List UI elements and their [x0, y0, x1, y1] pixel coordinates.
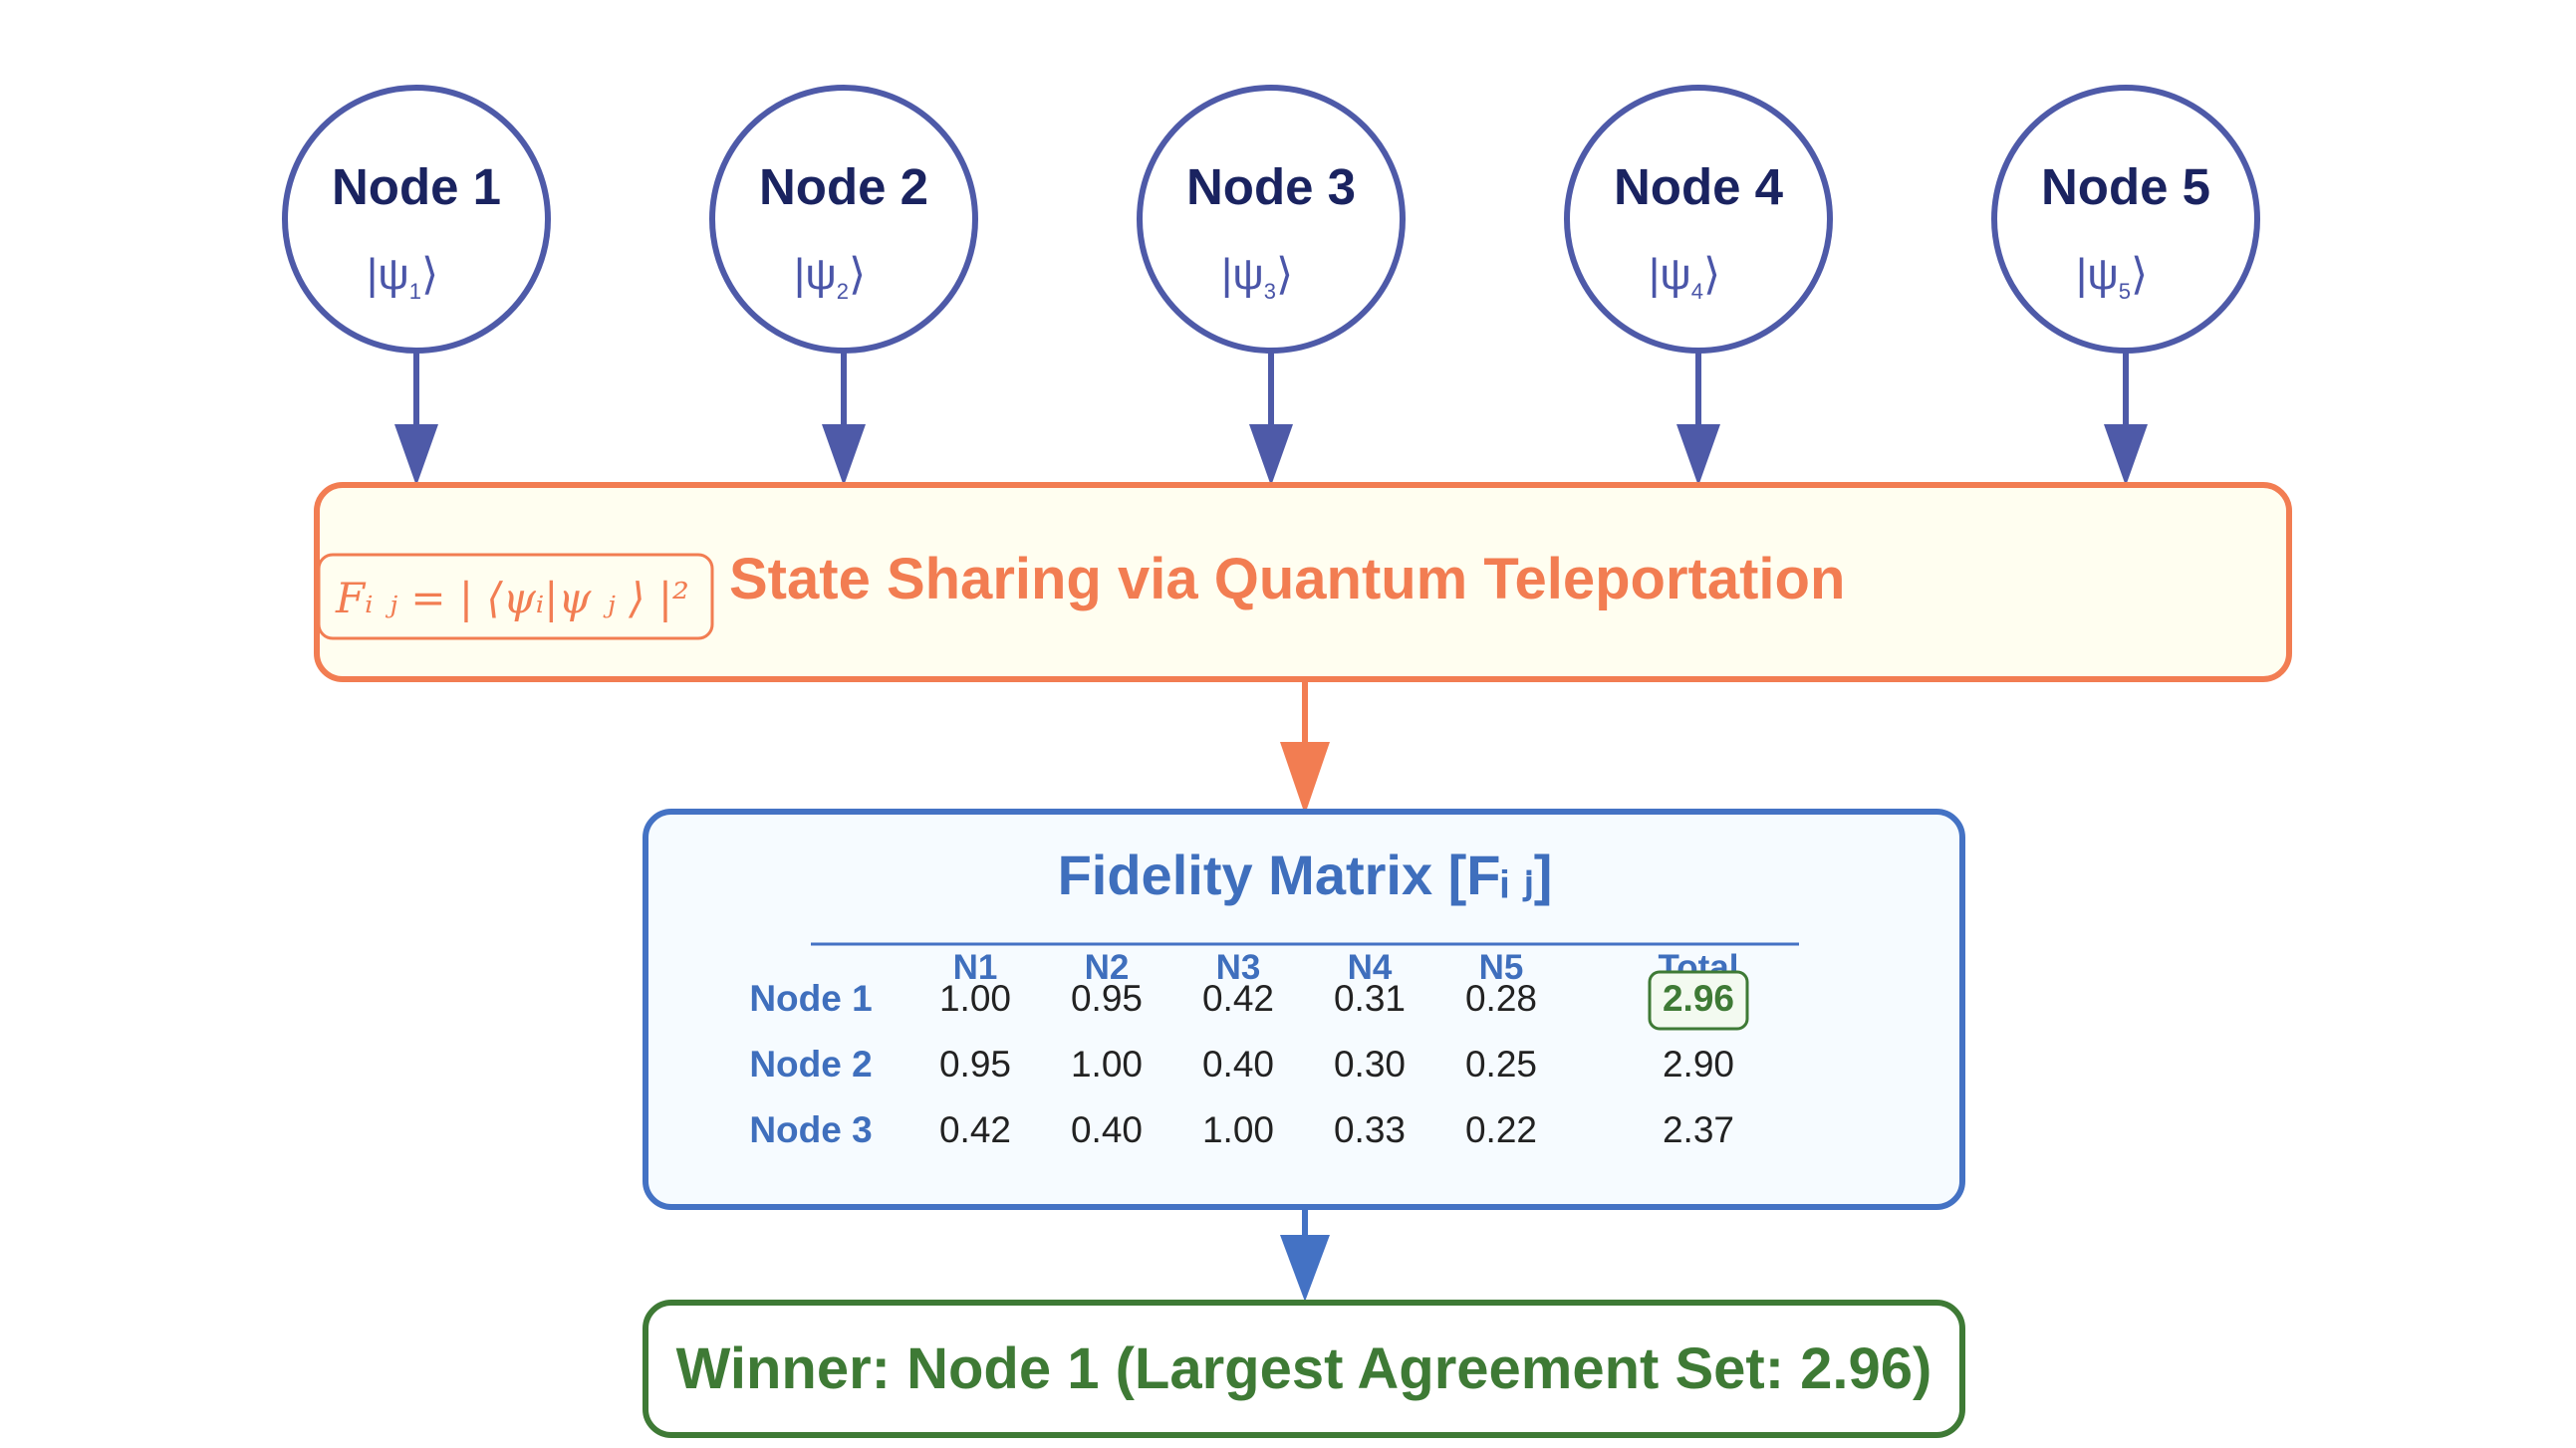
- matrix-total: 2.90: [1663, 1044, 1734, 1085]
- matrix-cell: 0.33: [1334, 1109, 1406, 1150]
- node-arrows: [394, 351, 2148, 486]
- node-4-state: |ψ4⟩: [1649, 250, 1720, 304]
- matrix-arrow-head: [1280, 1235, 1330, 1302]
- node-3: Node 3 |ψ3⟩: [1137, 85, 1406, 354]
- matrix-row: Node 3 0.42 0.40 1.00 0.33 0.22 2.37: [749, 1109, 1734, 1150]
- node-3-state-end: ⟩: [1276, 250, 1293, 299]
- arrow-node-4-head: [1676, 424, 1720, 486]
- matrix-total-best: 2.96: [1663, 978, 1734, 1019]
- node-1-circle: [282, 85, 551, 354]
- best-total-highlight: [1648, 970, 1749, 1031]
- matrix-cell: 0.42: [1202, 978, 1274, 1019]
- node-2: Node 2 |ψ2⟩: [709, 85, 978, 354]
- matrix-col-head: N3: [1216, 948, 1261, 987]
- node-4-state-main: |ψ: [1649, 250, 1691, 299]
- matrix-cell: 1.00: [1071, 1044, 1143, 1085]
- matrix-cell: 0.30: [1334, 1044, 1406, 1085]
- node-3-circle: [1137, 85, 1406, 354]
- matrix-row-label: Node 3: [749, 1109, 872, 1150]
- node-3-label: Node 3: [1186, 158, 1356, 215]
- node-5-state-sub: 5: [2119, 279, 2131, 304]
- arrow-node-2-head: [822, 424, 866, 486]
- matrix-cell: 0.40: [1071, 1109, 1143, 1150]
- matrix-to-winner-arrow: [1280, 1207, 1330, 1302]
- matrix-col-head: N1: [953, 948, 998, 987]
- node-2-label: Node 2: [759, 158, 928, 215]
- node-4-state-sub: 4: [1691, 279, 1703, 304]
- sharing-title: State Sharing via Quantum Teleportation: [729, 547, 1845, 611]
- arrow-node-5-head: [2104, 424, 2148, 486]
- node-1-state-end: ⟩: [421, 250, 438, 299]
- matrix-cell: 0.42: [939, 1109, 1011, 1150]
- fidelity-matrix-box: Fidelity Matrix [Fᵢ ⱼ] N1 N2 N3 N4 N5 To…: [643, 809, 1965, 1210]
- matrix-cell: 0.95: [939, 1044, 1011, 1085]
- matrix-row: Node 1 1.00 0.95 0.42 0.31 0.28 2.96: [749, 978, 1734, 1019]
- matrix-cell: 0.95: [1071, 978, 1143, 1019]
- sharing-box: Fᵢ ⱼ = | ⟨ψᵢ|ψ ⱼ ⟩ |² State Sharing via …: [314, 482, 2292, 682]
- matrix-col-head: N4: [1348, 948, 1393, 987]
- sharing-to-matrix-arrow: [1280, 679, 1330, 815]
- matrix-row: Node 2 0.95 1.00 0.40 0.30 0.25 2.90: [749, 1044, 1734, 1085]
- matrix-cell: 0.28: [1465, 978, 1537, 1019]
- matrix-total: 2.37: [1663, 1109, 1734, 1150]
- node-4: Node 4 |ψ4⟩: [1564, 85, 1833, 354]
- node-4-label: Node 4: [1614, 158, 1784, 215]
- matrix-cell: 1.00: [939, 978, 1011, 1019]
- matrix-cell: 0.40: [1202, 1044, 1274, 1085]
- winner-box: Winner: Node 1 (Largest Agreement Set: 2…: [643, 1300, 1965, 1438]
- arrow-node-1-head: [394, 424, 438, 486]
- node-5-label: Node 5: [2041, 158, 2210, 215]
- node-4-circle: [1564, 85, 1833, 354]
- node-5-state-main: |ψ: [2076, 250, 2119, 299]
- node-5-circle: [1991, 85, 2260, 354]
- matrix-row-label: Node 2: [749, 1044, 872, 1085]
- node-3-state-sub: 3: [1264, 279, 1276, 304]
- node-2-state: |ψ2⟩: [794, 250, 866, 304]
- node-2-state-sub: 2: [837, 279, 849, 304]
- node-5: Node 5 |ψ5⟩: [1991, 85, 2260, 354]
- node-1-state-sub: 1: [409, 279, 421, 304]
- node-2-circle: [709, 85, 978, 354]
- winner-box-frame: [643, 1300, 1965, 1438]
- node-3-state-main: |ψ: [1221, 250, 1264, 299]
- matrix-col-head: N2: [1085, 948, 1130, 987]
- matrix-row-label: Node 1: [749, 978, 872, 1019]
- node-1: Node 1 |ψ1⟩: [282, 85, 551, 354]
- winner-text: Winner: Node 1 (Largest Agreement Set: 2…: [676, 1336, 1932, 1401]
- node-4-state-end: ⟩: [1703, 250, 1720, 299]
- node-2-state-main: |ψ: [794, 250, 837, 299]
- node-2-state-end: ⟩: [849, 250, 866, 299]
- matrix-cell: 0.31: [1334, 978, 1406, 1019]
- node-1-state-main: |ψ: [367, 250, 409, 299]
- fidelity-formula-box: [317, 553, 714, 640]
- fidelity-formula: Fᵢ ⱼ = | ⟨ψᵢ|ψ ⱼ ⟩ |²: [335, 574, 689, 622]
- matrix-cell: 0.22: [1465, 1109, 1537, 1150]
- arrow-node-3-head: [1249, 424, 1293, 486]
- node-1-label: Node 1: [332, 158, 501, 215]
- matrix-cell: 1.00: [1202, 1109, 1274, 1150]
- matrix-cell: 0.25: [1465, 1044, 1537, 1085]
- fidelity-matrix-title: Fidelity Matrix [Fᵢ ⱼ]: [1058, 844, 1553, 906]
- node-3-state: |ψ3⟩: [1221, 250, 1293, 304]
- sharing-arrow-head: [1280, 742, 1330, 815]
- node-1-state: |ψ1⟩: [367, 250, 438, 304]
- matrix-col-head: N5: [1479, 948, 1524, 987]
- node-5-state: |ψ5⟩: [2076, 250, 2148, 304]
- node-5-state-end: ⟩: [2131, 250, 2148, 299]
